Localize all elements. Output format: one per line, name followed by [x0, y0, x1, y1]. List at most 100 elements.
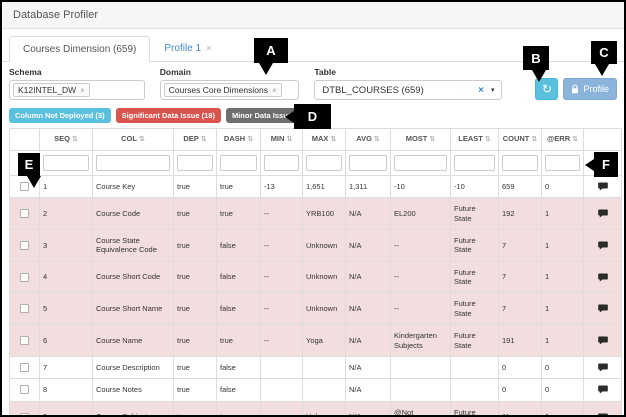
comment-icon[interactable] — [587, 385, 618, 394]
row-comment-cell — [584, 293, 622, 325]
sort-icon[interactable]: ⇅ — [139, 136, 145, 143]
filter-input-min[interactable] — [264, 155, 299, 171]
cell-least — [451, 356, 499, 378]
filter-input-dep[interactable] — [177, 155, 213, 171]
filter-input-dash[interactable] — [220, 155, 257, 171]
comment-icon[interactable] — [587, 413, 618, 417]
column-header-label: COL — [121, 134, 137, 143]
cell-max — [303, 379, 346, 401]
column-header-count[interactable]: COUNT⇅ — [499, 129, 542, 151]
cell-dash: true — [217, 325, 261, 357]
filter-input-max[interactable] — [306, 155, 342, 171]
profile-button[interactable]: Profile — [563, 78, 617, 100]
schema-tag: K12INTEL_DW × — [13, 83, 90, 97]
filter-input-count[interactable] — [502, 155, 538, 171]
row-checkbox[interactable] — [20, 209, 29, 218]
filter-input-avg[interactable] — [349, 155, 387, 171]
column-header-dash[interactable]: DASH⇅ — [217, 129, 261, 151]
table-clear-icon[interactable]: × — [478, 85, 484, 96]
sort-icon[interactable]: ⇅ — [247, 136, 253, 143]
row-select-cell — [10, 261, 40, 293]
cell-err: 1 — [542, 401, 584, 417]
filter-cell — [542, 150, 584, 175]
column-header-err[interactable]: @ERR⇅ — [542, 129, 584, 151]
cell-avg: N/A — [346, 401, 391, 417]
cell-err: 1 — [542, 261, 584, 293]
row-checkbox[interactable] — [20, 304, 29, 313]
filter-cell — [303, 150, 346, 175]
row-checkbox[interactable] — [20, 385, 29, 394]
cell-err: 1 — [542, 325, 584, 357]
refresh-icon: ↻ — [542, 83, 552, 95]
column-header-max[interactable]: MAX⇅ — [303, 129, 346, 151]
row-select-cell — [10, 379, 40, 401]
cell-count: 0 — [499, 356, 542, 378]
cell-count: 191 — [499, 325, 542, 357]
sort-icon[interactable]: ⇅ — [330, 136, 336, 143]
row-checkbox[interactable] — [20, 273, 29, 282]
cell-min — [261, 379, 303, 401]
badge-column-not-deployed-3-[interactable]: Column Not Deployed (3) — [9, 108, 111, 123]
sort-icon[interactable]: ⇅ — [72, 136, 78, 143]
column-header-min[interactable]: MIN⇅ — [261, 129, 303, 151]
table-row: 7Course DescriptiontruefalseN/A00 — [10, 356, 622, 378]
cell-max: Unknown — [303, 293, 346, 325]
filter-input-err[interactable] — [545, 155, 580, 171]
sort-icon[interactable]: ⇅ — [572, 136, 578, 143]
domain-tag-remove-icon[interactable]: × — [272, 86, 277, 95]
filter-input-most[interactable] — [394, 155, 447, 171]
cell-most — [391, 379, 451, 401]
cell-col: Course Code — [93, 198, 174, 230]
row-checkbox[interactable] — [20, 336, 29, 345]
cell-col: Course Short Name — [93, 293, 174, 325]
column-header-avg[interactable]: AVG⇅ — [346, 129, 391, 151]
sort-icon[interactable]: ⇅ — [531, 136, 537, 143]
tab-profile-1[interactable]: Profile 1× — [150, 35, 225, 61]
column-header-most[interactable]: MOST⇅ — [391, 129, 451, 151]
cell-dash: true — [217, 401, 261, 417]
cell-max: Unknown — [303, 229, 346, 261]
row-comment-cell — [584, 401, 622, 417]
column-header-label: DEP — [183, 134, 198, 143]
tab-courses-dimension-659-[interactable]: Courses Dimension (659) — [9, 36, 150, 62]
cell-least — [451, 379, 499, 401]
column-header-dep[interactable]: DEP⇅ — [174, 129, 217, 151]
column-header-label: LEAST — [458, 134, 483, 143]
schema-input[interactable]: K12INTEL_DW × — [9, 80, 145, 100]
tab-close-icon[interactable]: × — [206, 43, 211, 53]
row-checkbox[interactable] — [20, 363, 29, 372]
comment-icon[interactable] — [587, 304, 618, 313]
filter-input-col[interactable] — [96, 155, 170, 171]
cell-dep: true — [174, 356, 217, 378]
sort-icon[interactable]: ⇅ — [374, 136, 380, 143]
cell-col: Course Description — [93, 356, 174, 378]
cell-dep: true — [174, 198, 217, 230]
filter-input-least[interactable] — [454, 155, 495, 171]
comment-icon[interactable] — [587, 182, 618, 191]
column-header-col[interactable]: COL⇅ — [93, 129, 174, 151]
schema-tag-remove-icon[interactable]: × — [80, 86, 85, 95]
column-header-label: SEQ — [54, 134, 70, 143]
filter-input-seq[interactable] — [43, 155, 89, 171]
column-header-seq[interactable]: SEQ⇅ — [40, 129, 93, 151]
comment-icon[interactable] — [587, 363, 618, 372]
comment-icon[interactable] — [587, 209, 618, 218]
table-select[interactable]: DTBL_COURSES (659) × ▾ — [314, 80, 502, 100]
comment-icon[interactable] — [587, 241, 618, 250]
domain-input[interactable]: Courses Core Dimensions × — [160, 80, 300, 100]
comment-icon[interactable] — [587, 273, 618, 282]
sort-icon[interactable]: ⇅ — [429, 136, 435, 143]
row-comment-cell — [584, 261, 622, 293]
sort-icon[interactable]: ⇅ — [286, 136, 292, 143]
sort-icon[interactable]: ⇅ — [485, 136, 491, 143]
comment-icon[interactable] — [587, 336, 618, 345]
table-filter-row — [10, 150, 622, 175]
table-row: 9Course Subjecttruetrue--UnknownN/A@Not … — [10, 401, 622, 417]
badge-significant-data-issue-18-[interactable]: Significant Data Issue (18) — [116, 108, 221, 123]
schema-tag-text: K12INTEL_DW — [18, 85, 76, 95]
row-checkbox[interactable] — [20, 413, 29, 417]
sort-icon[interactable]: ⇅ — [201, 136, 207, 143]
column-header-least[interactable]: LEAST⇅ — [451, 129, 499, 151]
row-select-cell — [10, 401, 40, 417]
row-checkbox[interactable] — [20, 241, 29, 250]
